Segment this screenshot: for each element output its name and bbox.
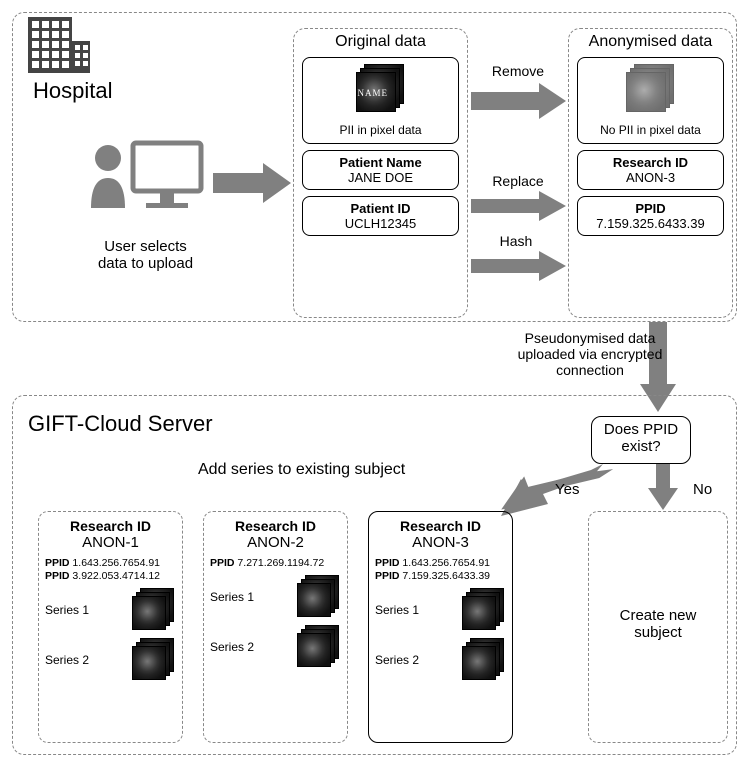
upload-label: Pseudonymised data uploaded via encrypte… — [480, 330, 700, 378]
ppid-line: PPID 7.271.269.1194.72 — [210, 557, 341, 569]
patient-id-header: Patient ID — [309, 201, 452, 216]
series-row: Series 1 — [375, 588, 506, 632]
user-caption: User selects data to upload — [68, 238, 223, 272]
scan-thumbnail — [462, 588, 506, 632]
anonymised-data-box: Anonymised data No PII in pixel data Res… — [568, 28, 733, 318]
anon-title: Anonymised data — [569, 33, 732, 51]
anon-img-caption: No PII in pixel data — [584, 123, 717, 137]
subject-research-value: ANON-1 — [45, 534, 176, 551]
series-row: Series 1 — [45, 588, 176, 632]
name-overlay: NAME — [358, 88, 389, 98]
series-row: Series 1 — [210, 575, 341, 619]
scan-thumbnail — [462, 638, 506, 682]
subject-box-2: Research ID ANON-2 PPID 7.271.269.1194.7… — [203, 511, 348, 743]
original-image-box: NAME PII in pixel data — [302, 57, 459, 144]
series-label: Series 1 — [375, 603, 456, 617]
no-label: No — [693, 481, 712, 498]
patient-id-value: UCLH12345 — [309, 216, 452, 231]
scan-image-with-name: NAME — [356, 64, 406, 114]
subject-box-1: Research ID ANON-1 PPID 1.643.256.7654.9… — [38, 511, 183, 743]
hospital-label: Hospital — [33, 78, 112, 104]
decision-box: Does PPID exist? — [591, 416, 691, 464]
series-row: Series 2 — [375, 638, 506, 682]
original-data-box: Original data NAME PII in pixel data Pat… — [293, 28, 468, 318]
series-label: Series 1 — [210, 590, 291, 604]
scan-image-no-name — [626, 64, 676, 114]
arrow-hash — [471, 251, 566, 281]
building-icon — [28, 17, 90, 73]
subject-box-3: Research ID ANON-3 PPID 1.643.256.7654.9… — [368, 511, 513, 743]
ppid-line: PPID 3.922.053.4714.12 — [45, 570, 176, 582]
server-label: GIFT-Cloud Server — [28, 411, 213, 437]
arrow-replace — [471, 191, 566, 221]
ppid-header: PPID — [584, 201, 717, 216]
subject-research-header: Research ID — [210, 518, 341, 534]
anon-image-box: No PII in pixel data — [577, 57, 724, 144]
scan-thumbnail — [132, 588, 176, 632]
arrow-remove — [471, 83, 566, 119]
server-container: GIFT-Cloud Server Does PPID exist? Yes N… — [12, 395, 737, 755]
series-label: Series 2 — [210, 640, 291, 654]
ppid-line: PPID 1.643.256.7654.91 — [45, 557, 176, 569]
research-id-value: ANON-3 — [584, 170, 717, 185]
replace-label: Replace — [483, 173, 553, 189]
hospital-container: Hospital User selects data to upload Ori… — [12, 12, 737, 322]
add-series-label: Add series to existing subject — [198, 461, 405, 479]
arrow-user-to-original — [213, 163, 291, 203]
patient-id-box: Patient ID UCLH12345 — [302, 196, 459, 236]
subject-research-value: ANON-2 — [210, 534, 341, 551]
series-row: Series 2 — [45, 638, 176, 682]
user-computer-icon — [88, 133, 208, 228]
subject-research-header: Research ID — [45, 518, 176, 534]
hash-label: Hash — [491, 233, 541, 249]
original-img-caption: PII in pixel data — [309, 123, 452, 137]
yes-label: Yes — [555, 481, 579, 498]
patient-name-value: JANE DOE — [309, 170, 452, 185]
scan-thumbnail — [297, 625, 341, 669]
research-id-box: Research ID ANON-3 — [577, 150, 724, 190]
scan-thumbnail — [132, 638, 176, 682]
create-subject-box: Create new subject — [588, 511, 728, 743]
patient-name-header: Patient Name — [309, 155, 452, 170]
ppid-value: 7.159.325.6433.39 — [584, 216, 717, 231]
series-label: Series 1 — [45, 603, 126, 617]
scan-thumbnail — [297, 575, 341, 619]
ppid-line: PPID 1.643.256.7654.91 — [375, 557, 506, 569]
series-label: Series 2 — [375, 653, 456, 667]
ppid-line: PPID 7.159.325.6433.39 — [375, 570, 506, 582]
remove-label: Remove — [483, 63, 553, 79]
ppid-box: PPID 7.159.325.6433.39 — [577, 196, 724, 236]
patient-name-box: Patient Name JANE DOE — [302, 150, 459, 190]
subject-research-value: ANON-3 — [375, 534, 506, 551]
arrow-no — [648, 464, 678, 510]
original-title: Original data — [294, 33, 467, 51]
series-row: Series 2 — [210, 625, 341, 669]
research-id-header: Research ID — [584, 155, 717, 170]
series-label: Series 2 — [45, 653, 126, 667]
subject-research-header: Research ID — [375, 518, 506, 534]
